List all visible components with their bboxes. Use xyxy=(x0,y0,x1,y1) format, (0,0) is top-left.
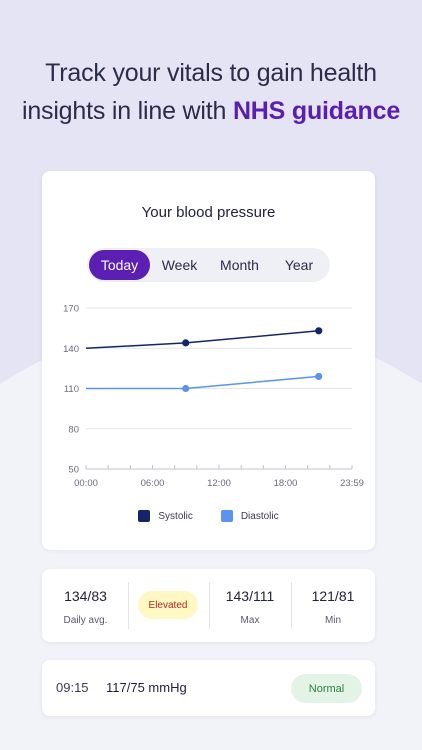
y-tick-label: 80 xyxy=(68,424,79,435)
systolic-data-point xyxy=(315,327,323,335)
chart-legend: Systolic Diastolic xyxy=(42,510,375,522)
blood-pressure-chart: 170 140 110 80 50 00:00 06:00 12:00 18:00 23:59 xyxy=(63,304,364,490)
reading-time: 09:15 xyxy=(56,680,89,695)
reading-row[interactable]: 09:15 117/75 mmHg Normal xyxy=(42,660,375,716)
legend-diastolic: Diastolic xyxy=(220,510,279,522)
stat-daily-average-value: 134/83 xyxy=(64,588,107,604)
headline-line-2: insights in line with NHS guidance xyxy=(0,92,422,130)
stat-min-value: 121/81 xyxy=(311,588,355,604)
blood-pressure-card: Your blood pressure Today Week Month Yea… xyxy=(42,171,375,550)
normal-status-badge: Normal xyxy=(291,674,362,703)
systolic-series-line xyxy=(85,330,319,350)
y-tick-label: 170 xyxy=(63,304,79,315)
legend-systolic-label: Systolic xyxy=(158,510,193,522)
stat-daily-average-label: Daily avg. xyxy=(63,615,108,626)
legend-systolic: Systolic xyxy=(138,510,193,522)
headline-line-2-prefix: insights in line with xyxy=(21,97,233,125)
headline-accent: NHS guidance xyxy=(232,97,401,125)
stat-max-label: Max xyxy=(240,615,260,626)
tab-year[interactable]: Year xyxy=(284,257,314,273)
tab-month[interactable]: Month xyxy=(220,257,259,273)
x-tick-label: 06:00 xyxy=(141,478,165,489)
reading-value: 117/75 mmHg xyxy=(106,680,187,695)
y-tick-label: 50 xyxy=(68,465,79,476)
x-tick-label: 18:00 xyxy=(274,478,298,489)
stat-min: 121/81 Min xyxy=(291,569,375,642)
diastolic-data-point xyxy=(182,384,190,393)
stat-min-label: Min xyxy=(324,615,342,626)
tab-today[interactable]: Today xyxy=(89,250,150,280)
x-tick-label: 23:59 xyxy=(340,478,364,489)
daily-stats-card: 134/83 Daily avg. Elevated 143/111 Max 1… xyxy=(42,569,375,642)
systolic-swatch xyxy=(138,510,151,522)
y-tick-label: 110 xyxy=(64,384,79,395)
stat-daily-average: 134/83 Daily avg. xyxy=(42,569,129,642)
y-tick-label: 140 xyxy=(63,344,79,355)
stat-divider xyxy=(291,582,292,629)
stat-max-value: 143/111 xyxy=(225,588,275,604)
stat-max: 143/111 Max xyxy=(209,569,291,642)
period-segmented-control: Today Week Month Year xyxy=(87,248,330,282)
legend-diastolic-label: Diastolic xyxy=(240,510,279,522)
headline-line-1: Track your vitals to gain health xyxy=(45,59,377,87)
tab-week[interactable]: Week xyxy=(161,257,198,273)
elevated-badge: Elevated xyxy=(138,591,198,619)
x-tick-label: 12:00 xyxy=(207,478,231,489)
diastolic-series-line xyxy=(86,375,319,390)
systolic-data-point xyxy=(182,339,190,347)
headline: Track your vitals to gain health insight… xyxy=(0,54,422,130)
chart-title: Your blood pressure xyxy=(141,204,276,221)
diastolic-swatch xyxy=(220,510,233,522)
stat-divider xyxy=(128,582,129,629)
diastolic-data-point xyxy=(315,372,323,381)
x-tick-label: 00:00 xyxy=(74,478,98,489)
stat-divider xyxy=(209,582,210,629)
